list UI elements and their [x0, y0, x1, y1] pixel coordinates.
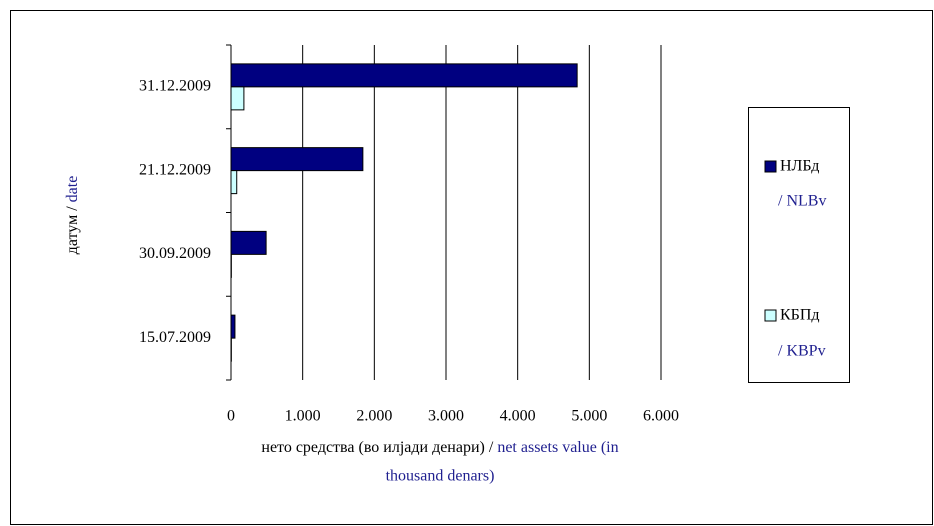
legend-swatch: [764, 160, 777, 173]
x-tick-label: 5.000: [571, 408, 607, 425]
x-tick-label: 1.000: [285, 408, 321, 425]
legend-box: [748, 107, 850, 383]
y-tick-label: 31.12.2009: [139, 78, 211, 95]
y-label-mk: датум /: [64, 202, 81, 254]
x-tick-label: 6.000: [643, 408, 679, 425]
legend-swatch: [764, 309, 777, 322]
y-axis-label: датум / date: [64, 176, 81, 255]
legend-label: НЛБд: [780, 158, 819, 175]
y-tick-label: 21.12.2009: [139, 161, 211, 178]
legend-label: КБПд: [780, 307, 820, 324]
x-tick-label: 0: [227, 408, 235, 425]
x-tick-label: 4.000: [500, 408, 536, 425]
x-axis-label-line2: thousand denars): [386, 468, 495, 485]
x-tick-label: 2.000: [356, 408, 392, 425]
x-tick-label: 3.000: [428, 408, 464, 425]
y-tick-label: 30.09.2009: [139, 245, 211, 262]
bar: [230, 230, 267, 255]
x-label-mk: нето средства (во илјади денари) /: [261, 439, 497, 456]
x-axis-label: нето средства (во илјади денари) / net a…: [261, 439, 618, 456]
legend-label-en: / NLBv: [778, 193, 826, 210]
legend-label-en: / KBPv: [778, 343, 826, 360]
bar: [230, 86, 245, 111]
y-label-en: date: [64, 176, 81, 203]
bar: [230, 147, 364, 172]
bar: [230, 63, 578, 88]
y-tick-label: 15.07.2009: [139, 329, 211, 346]
x-label-en: net assets value (in: [497, 439, 618, 456]
bar: [230, 170, 238, 195]
bar: [230, 314, 236, 339]
